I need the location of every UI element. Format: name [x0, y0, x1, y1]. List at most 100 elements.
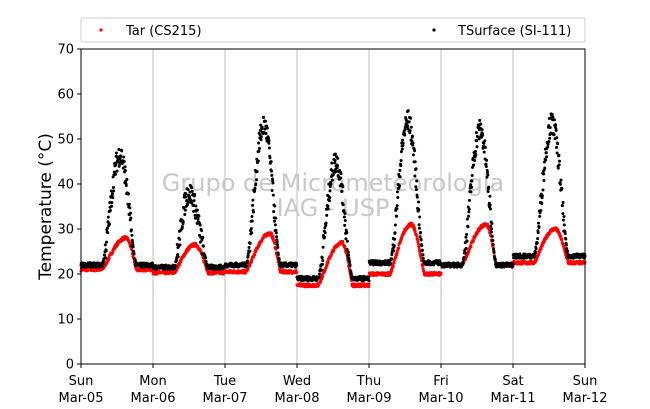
- data-point: [328, 196, 332, 200]
- data-point: [250, 219, 254, 223]
- data-point: [345, 231, 349, 235]
- data-point: [250, 231, 254, 235]
- data-point: [558, 159, 561, 163]
- data-point: [486, 223, 490, 227]
- data-point: [112, 189, 116, 193]
- plot-frame: [80, 48, 586, 365]
- data-point: [348, 264, 352, 268]
- data-point: [110, 204, 114, 208]
- data-point: [421, 256, 425, 260]
- data-point: [115, 169, 119, 173]
- data-point: [269, 160, 273, 164]
- data-point: [330, 161, 334, 165]
- data-point: [535, 241, 539, 245]
- data-point: [539, 247, 543, 251]
- data-point: [123, 168, 127, 172]
- data-point: [344, 237, 348, 241]
- data-point: [327, 199, 331, 203]
- data-point: [462, 256, 466, 260]
- x-tick-date: Mar-07: [203, 391, 248, 406]
- data-point: [343, 219, 347, 223]
- legend-marker-tsurface: [432, 28, 436, 32]
- data-point: [258, 146, 261, 150]
- data-point: [555, 151, 559, 155]
- data-point: [562, 215, 566, 219]
- data-point: [333, 159, 337, 163]
- data-point: [409, 125, 413, 129]
- data-point: [342, 215, 346, 219]
- data-point: [398, 168, 402, 172]
- data-point: [328, 184, 332, 188]
- data-point: [251, 198, 255, 202]
- data-point: [276, 243, 279, 247]
- data-point: [415, 179, 419, 183]
- data-point: [482, 141, 486, 145]
- data-point: [556, 142, 560, 146]
- data-point: [419, 238, 423, 242]
- data-point: [414, 185, 418, 189]
- data-point: [253, 187, 257, 190]
- data-point: [413, 149, 417, 153]
- data-point: [184, 195, 188, 199]
- data-point: [555, 136, 559, 140]
- data-point: [522, 256, 526, 260]
- data-point: [101, 262, 105, 266]
- y-axis-title: Temperature (°C): [36, 133, 56, 281]
- data-point: [419, 231, 423, 235]
- data-point: [259, 123, 263, 127]
- data-point: [194, 204, 198, 208]
- data-point: [106, 231, 110, 235]
- data-point: [265, 126, 269, 130]
- data-point: [246, 267, 250, 271]
- data-point: [390, 268, 394, 272]
- data-point: [417, 200, 420, 204]
- y-tick-label: 0: [66, 358, 74, 373]
- data-point: [420, 248, 424, 252]
- data-point: [401, 141, 405, 145]
- data-points: [79, 109, 587, 289]
- data-point: [550, 112, 554, 116]
- data-point: [489, 207, 492, 211]
- x-tick-day: Tue: [213, 374, 236, 389]
- data-point: [493, 257, 497, 261]
- data-point: [276, 253, 280, 257]
- data-point: [413, 174, 417, 178]
- data-point: [391, 264, 395, 268]
- data-point: [397, 246, 401, 250]
- data-point: [340, 189, 344, 193]
- data-point: [560, 187, 564, 191]
- data-point: [492, 250, 496, 254]
- data-point: [557, 163, 561, 167]
- data-point: [295, 263, 299, 267]
- data-point: [465, 239, 469, 243]
- data-point: [276, 245, 280, 249]
- data-point: [400, 147, 404, 151]
- data-point: [176, 255, 180, 259]
- data-point: [469, 190, 473, 194]
- data-point: [106, 215, 110, 219]
- data-point: [200, 228, 204, 232]
- data-point: [131, 245, 135, 249]
- x-tick-day: Thu: [356, 374, 381, 389]
- data-point: [397, 186, 401, 190]
- data-point: [114, 172, 117, 176]
- data-point: [281, 265, 285, 269]
- data-point: [489, 224, 493, 228]
- data-point: [472, 163, 476, 167]
- data-point: [554, 128, 558, 132]
- data-point: [490, 234, 494, 238]
- data-point: [561, 204, 564, 208]
- data-point: [271, 234, 275, 238]
- data-point: [532, 254, 536, 258]
- data-point: [469, 183, 473, 187]
- x-tick-date: Mar-11: [491, 391, 536, 406]
- data-point: [341, 203, 345, 207]
- y-tick-label: 30: [57, 223, 74, 238]
- data-point: [103, 253, 107, 257]
- watermark-line-2: IAG - USP: [277, 194, 390, 222]
- data-point: [130, 238, 134, 242]
- data-point: [193, 192, 197, 196]
- data-point: [256, 159, 260, 163]
- data-point: [416, 240, 420, 244]
